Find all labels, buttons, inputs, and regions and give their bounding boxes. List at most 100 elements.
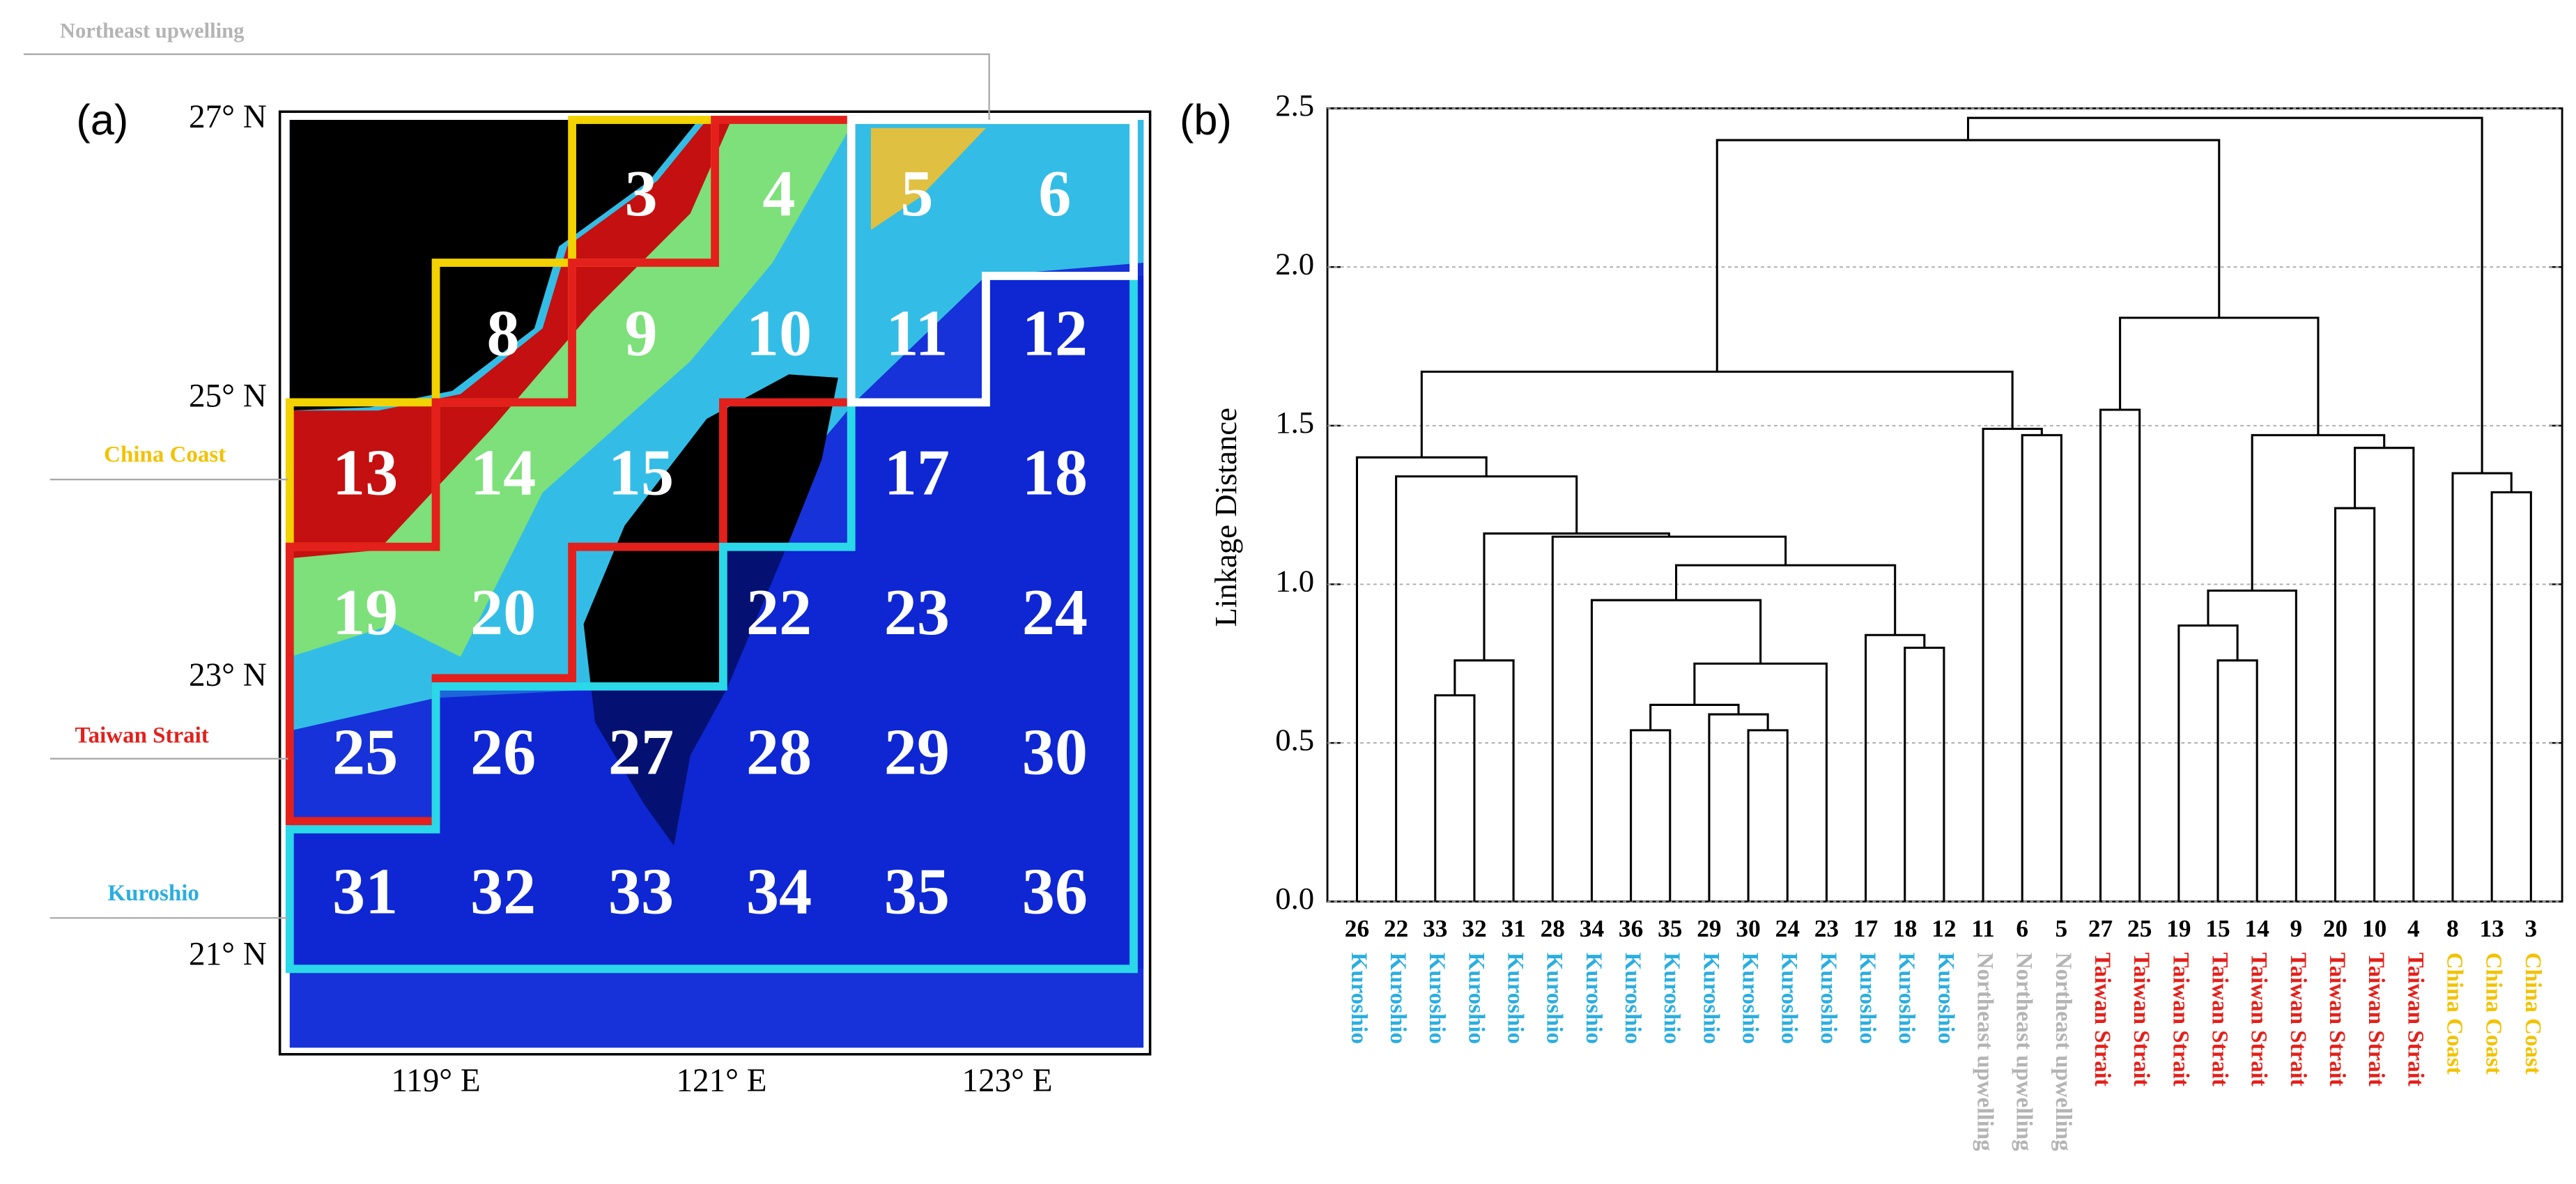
region-label: Northeast upwelling [60, 19, 245, 43]
leaf-label: 35 [1658, 915, 1682, 942]
leaf-label: 24 [1775, 915, 1800, 942]
leaf-group: Kuroshio [1503, 953, 1528, 1044]
lat-label: 27° N [189, 99, 267, 135]
cell-label: 17 [884, 437, 950, 509]
panel-label: (b) [1180, 96, 1232, 144]
cell-label: 5 [900, 157, 933, 230]
cell-label: 14 [470, 437, 536, 509]
cell-label: 29 [884, 716, 950, 788]
leaf-group: Kuroshio [1463, 953, 1488, 1044]
cell-label: 24 [1022, 576, 1088, 649]
leaf-group: Kuroshio [1346, 953, 1371, 1044]
cell-label: 36 [1022, 856, 1088, 928]
cell-label: 18 [1022, 437, 1088, 509]
leaf-label: 23 [1814, 915, 1839, 942]
leaf-label: 8 [2446, 915, 2459, 942]
leaf-label: 33 [1423, 915, 1447, 942]
leaf-label: 29 [1697, 915, 1721, 942]
leaf-label: 9 [2290, 915, 2303, 942]
y-tick-label: 1.5 [1275, 405, 1314, 440]
leaf-group: China Coast [2481, 953, 2506, 1075]
leaf-group: Northeast upwelling [2051, 953, 2076, 1151]
kuroshio-water [289, 275, 1144, 969]
dendrogram-link [2451, 472, 2513, 902]
y-tick-label: 0.0 [1275, 881, 1314, 916]
dendrogram-link [1355, 456, 1488, 902]
leaf-label: 5 [2056, 915, 2068, 942]
map-panel [24, 53, 1152, 1056]
leaf-label: 11 [1971, 915, 1994, 942]
dendrogram-link [2099, 408, 2141, 902]
leaf-group: Taiwan Strait [2363, 953, 2389, 1086]
leaf-group: Northeast upwelling [2012, 953, 2037, 1151]
cell-label: 32 [470, 856, 536, 928]
region-label: Taiwan Strait [75, 723, 209, 748]
cell-label: 10 [746, 297, 812, 369]
leaf-group: Kuroshio [1894, 953, 1919, 1044]
leaf-label: 26 [1345, 915, 1369, 942]
leaf-label: 13 [2480, 915, 2504, 942]
leaf-group: Kuroshio [1424, 953, 1449, 1044]
leaf-group: Northeast upwelling [1972, 953, 1997, 1151]
cell-label: 31 [332, 856, 398, 928]
leaf-group: Kuroshio [1777, 953, 1802, 1044]
cell-label: 6 [1038, 157, 1071, 230]
leaf-label: 22 [1384, 915, 1408, 942]
dendrogram-link [1420, 370, 2014, 458]
upwelling-outline [847, 116, 1138, 407]
y-tick-label: 0.5 [1275, 722, 1314, 757]
leaf-group: Kuroshio [1385, 953, 1410, 1044]
cell-label: 28 [746, 716, 812, 788]
leaf-label: 14 [2245, 915, 2270, 942]
leaf-label: 20 [2323, 915, 2347, 942]
leaf-group: China Coast [2520, 953, 2545, 1075]
leaf-group: Kuroshio [1620, 953, 1645, 1044]
y-tick-label: 2.0 [1275, 246, 1314, 281]
leaf-group: Kuroshio [1542, 953, 1567, 1044]
lon-label: 123° E [962, 1063, 1053, 1099]
cell-label: 13 [332, 437, 398, 509]
leaf-label: 10 [2362, 915, 2386, 942]
cell-label: 27 [608, 716, 674, 788]
leaf-group: Taiwan Strait [2246, 953, 2272, 1086]
leaf-group: Taiwan Strait [2129, 953, 2154, 1086]
leaf-label: 32 [1462, 915, 1486, 942]
cell-label: 22 [746, 576, 812, 649]
leaf-label: 6 [2016, 915, 2028, 942]
cell-label: 20 [470, 576, 536, 649]
cell-label: 26 [470, 716, 536, 788]
leaf-label: 28 [1541, 915, 1565, 942]
leaf-group: Kuroshio [1933, 953, 1958, 1044]
lat-label: 25° N [189, 378, 267, 414]
leaf-label: 12 [1931, 915, 1956, 942]
cell-label: 23 [884, 576, 950, 649]
leaf-label: 27 [2088, 915, 2113, 942]
leaf-label: 31 [1501, 915, 1525, 942]
region-label: Kuroshio [108, 881, 199, 906]
leaf-label: 17 [1853, 915, 1878, 942]
region-label: China Coast [104, 443, 226, 468]
lon-label: 121° E [676, 1063, 766, 1099]
leaf-group: Kuroshio [1698, 953, 1723, 1044]
leaf-label: 18 [1892, 915, 1917, 942]
cell-label: 19 [332, 576, 398, 649]
leaf-group: Kuroshio [1738, 953, 1763, 1044]
cell-label: 8 [487, 297, 520, 369]
cell-label: 11 [886, 297, 948, 369]
cell-label: 25 [332, 716, 398, 788]
leaf-group: Taiwan Strait [2090, 953, 2115, 1086]
leaf-label: 30 [1736, 915, 1760, 942]
panel-label: (a) [76, 96, 128, 144]
cell-label: 3 [624, 157, 657, 230]
leaf-group: Taiwan Strait [2207, 953, 2232, 1086]
cell-label: 33 [608, 856, 674, 928]
leaf-label: 34 [1580, 915, 1605, 942]
leaf-group: Taiwan Strait [2285, 953, 2311, 1086]
upwelling-bloom [870, 128, 986, 230]
leaf-label: 15 [2205, 915, 2230, 942]
cell-label: 30 [1022, 716, 1088, 788]
leaf-group: Kuroshio [1816, 953, 1841, 1044]
leader-line [24, 53, 990, 121]
leaf-label: 4 [2407, 915, 2420, 942]
